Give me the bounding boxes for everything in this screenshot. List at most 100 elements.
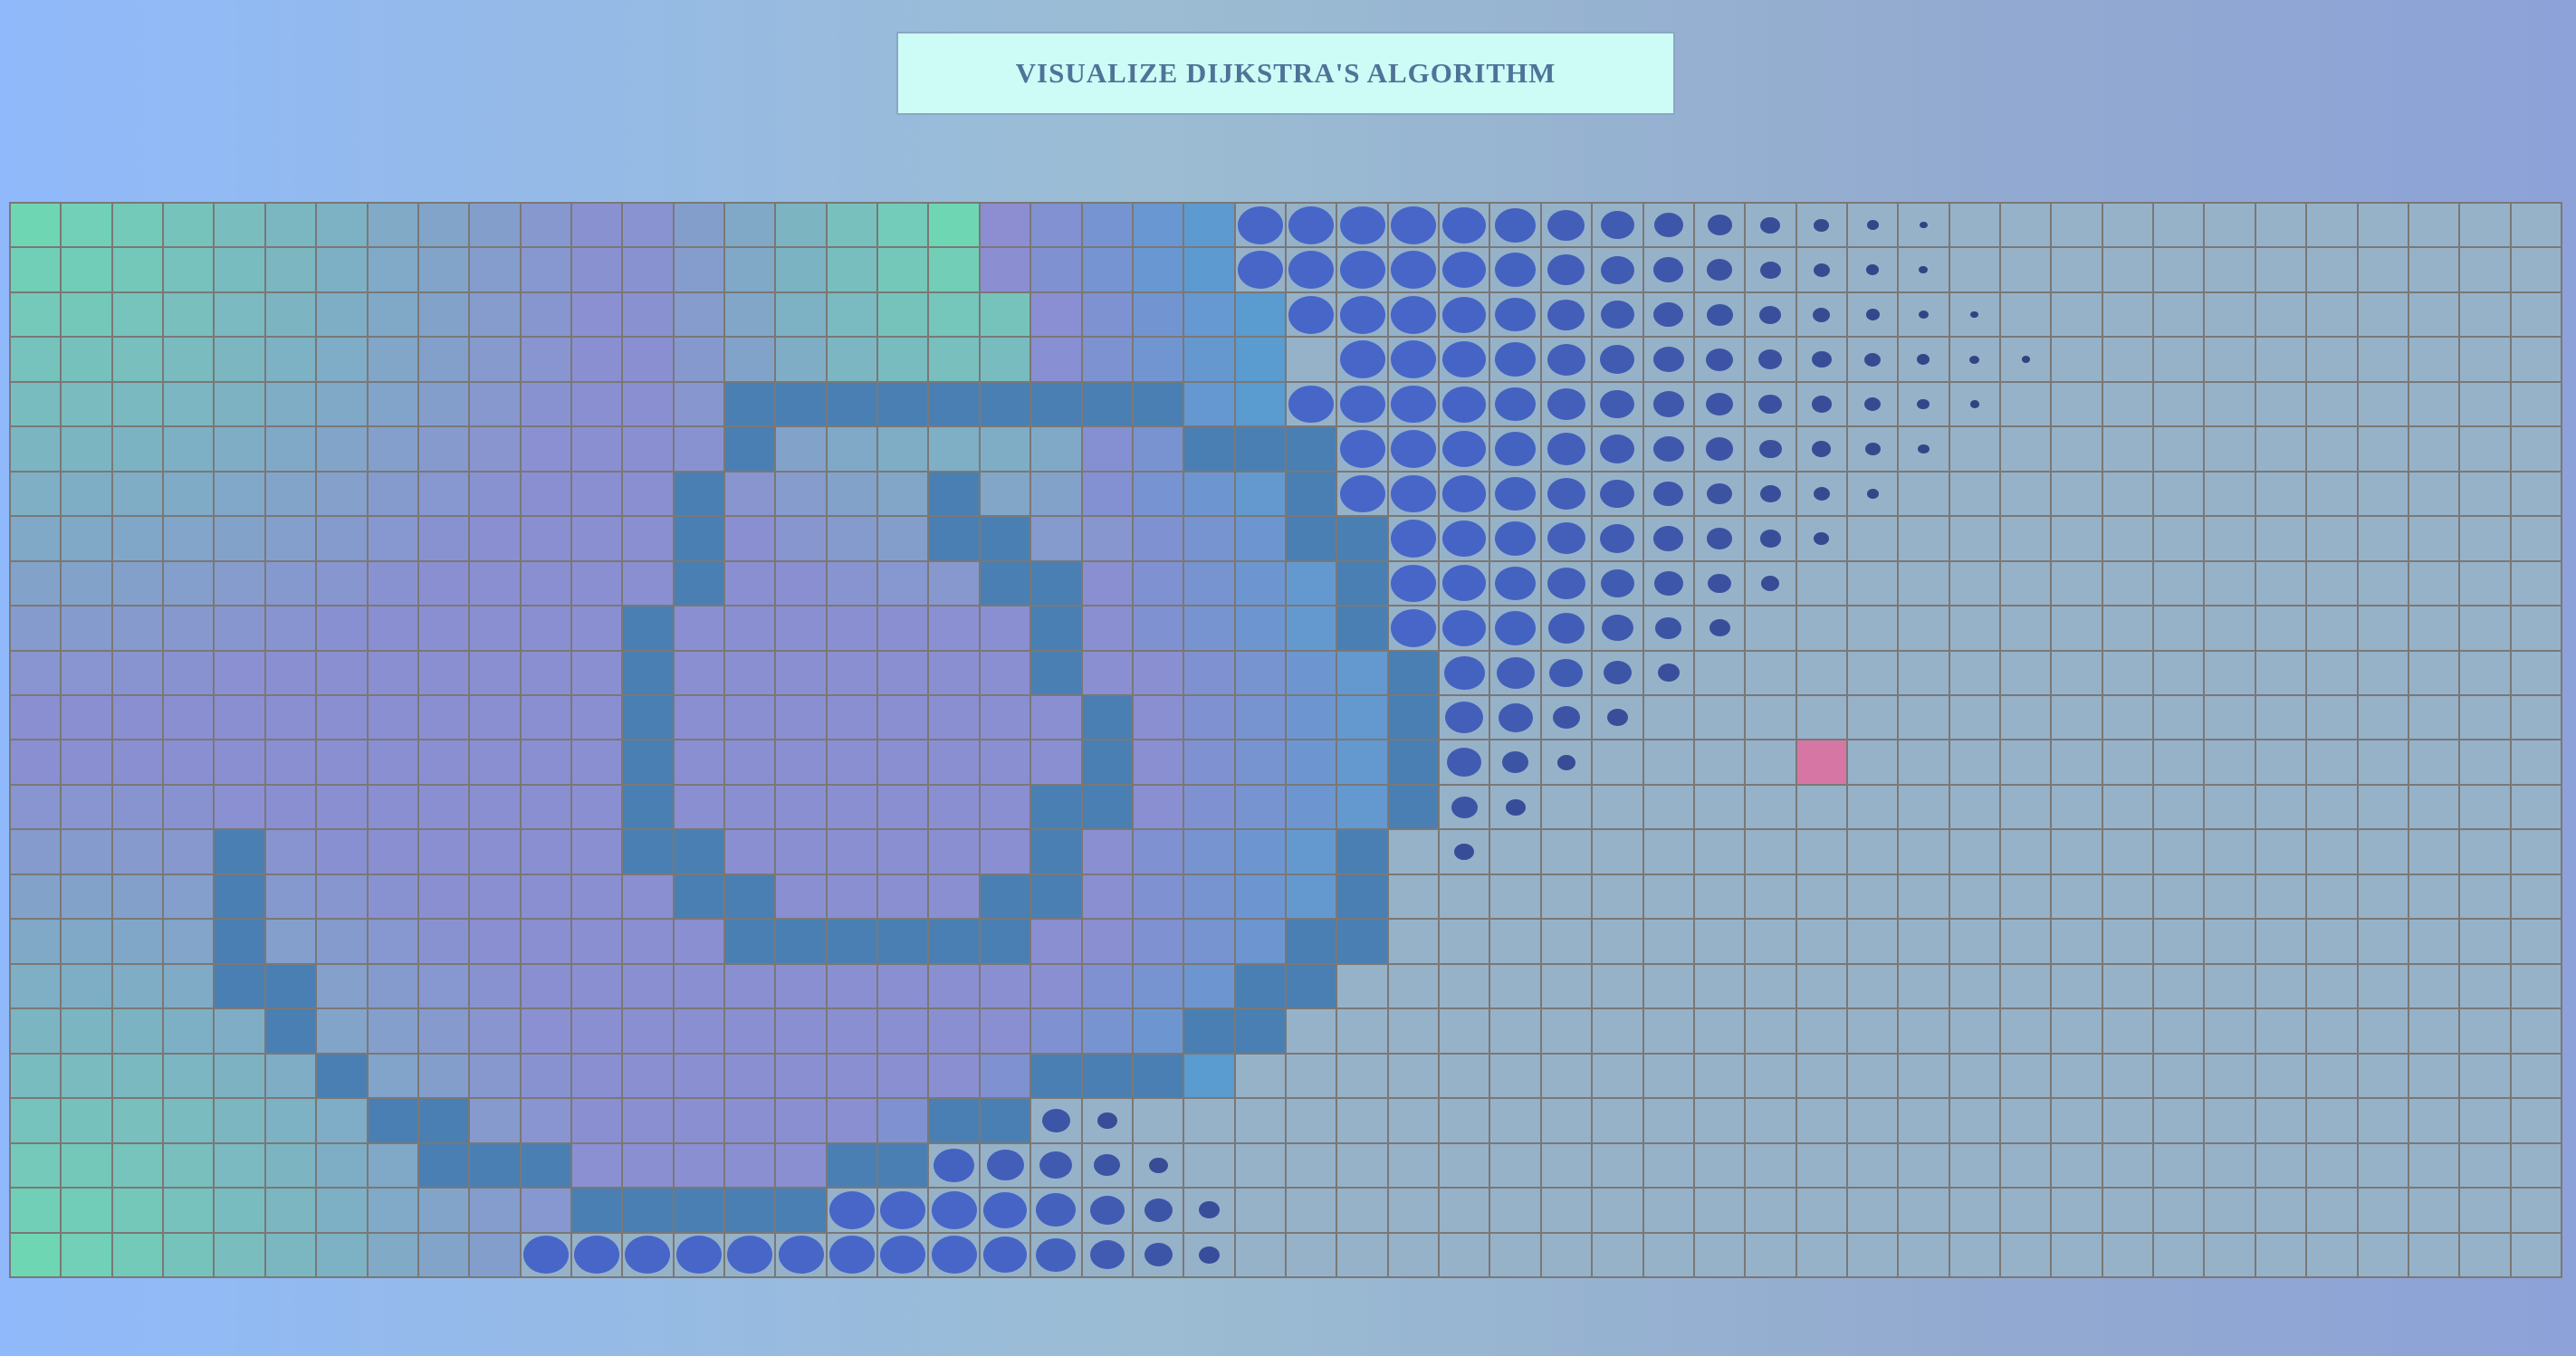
empty-cell[interactable] xyxy=(2154,1054,2204,1098)
empty-cell[interactable] xyxy=(2154,561,2204,606)
empty-cell[interactable] xyxy=(2511,1189,2561,1232)
empty-cell[interactable] xyxy=(2460,338,2510,381)
frontier-cell[interactable] xyxy=(1337,472,1387,516)
empty-cell[interactable] xyxy=(1694,874,1745,919)
empty-cell[interactable] xyxy=(1694,1143,1745,1188)
empty-cell[interactable] xyxy=(2255,427,2306,471)
frontier-cell[interactable] xyxy=(1184,1189,1234,1232)
frontier-cell[interactable] xyxy=(1746,517,1796,560)
empty-cell[interactable] xyxy=(2358,651,2408,695)
visited-cell[interactable] xyxy=(265,1054,316,1098)
empty-cell[interactable] xyxy=(1899,1054,1949,1098)
frontier-cell[interactable] xyxy=(1031,1233,1081,1276)
empty-cell[interactable] xyxy=(2408,517,2459,560)
empty-cell[interactable] xyxy=(2460,920,2510,963)
frontier-cell[interactable] xyxy=(1593,248,1642,291)
empty-cell[interactable] xyxy=(2511,1233,2561,1276)
visited-cell[interactable] xyxy=(1184,696,1234,740)
wall-cell[interactable] xyxy=(1031,382,1081,426)
visited-cell[interactable] xyxy=(674,651,724,695)
empty-cell[interactable] xyxy=(1388,1009,1439,1053)
frontier-cell[interactable] xyxy=(1593,338,1642,381)
visited-cell[interactable] xyxy=(265,517,316,560)
visited-cell[interactable] xyxy=(215,1143,264,1188)
visited-cell[interactable] xyxy=(980,1054,1030,1098)
wall-cell[interactable] xyxy=(215,964,264,1008)
visited-cell[interactable] xyxy=(1082,920,1132,963)
visited-cell[interactable] xyxy=(571,1143,622,1188)
visited-cell[interactable] xyxy=(112,785,163,829)
visited-cell[interactable] xyxy=(62,248,111,291)
visited-cell[interactable] xyxy=(368,651,417,695)
empty-cell[interactable] xyxy=(2154,248,2204,291)
visited-cell[interactable] xyxy=(112,1233,163,1276)
empty-cell[interactable] xyxy=(2408,1143,2459,1188)
visited-cell[interactable] xyxy=(11,1233,61,1276)
frontier-cell[interactable] xyxy=(1899,204,1949,247)
frontier-cell[interactable] xyxy=(1082,1189,1132,1232)
frontier-cell[interactable] xyxy=(1593,696,1642,740)
visited-cell[interactable] xyxy=(674,920,724,963)
empty-cell[interactable] xyxy=(1847,1233,1898,1276)
visited-cell[interactable] xyxy=(470,1099,520,1142)
visited-cell[interactable] xyxy=(418,338,469,381)
empty-cell[interactable] xyxy=(2001,1009,2051,1053)
empty-cell[interactable] xyxy=(1287,1054,1336,1098)
frontier-cell[interactable] xyxy=(1235,204,1285,247)
visited-cell[interactable] xyxy=(827,248,877,291)
visited-cell[interactable] xyxy=(215,785,264,829)
frontier-cell[interactable] xyxy=(1541,338,1592,381)
empty-cell[interactable] xyxy=(1593,1099,1642,1142)
visited-cell[interactable] xyxy=(368,427,417,471)
empty-cell[interactable] xyxy=(2460,740,2510,784)
wall-cell[interactable] xyxy=(1031,785,1081,829)
visited-cell[interactable] xyxy=(776,1009,826,1053)
empty-cell[interactable] xyxy=(1337,1189,1387,1232)
empty-cell[interactable] xyxy=(2255,830,2306,874)
visited-cell[interactable] xyxy=(776,427,826,471)
visited-cell[interactable] xyxy=(112,830,163,874)
empty-cell[interactable] xyxy=(1337,1233,1387,1276)
wall-cell[interactable] xyxy=(1337,561,1387,606)
visited-cell[interactable] xyxy=(980,1009,1030,1053)
empty-cell[interactable] xyxy=(2102,248,2153,291)
visited-cell[interactable] xyxy=(164,292,214,337)
empty-cell[interactable] xyxy=(1287,1009,1336,1053)
visited-cell[interactable] xyxy=(11,606,61,650)
empty-cell[interactable] xyxy=(2205,1143,2255,1188)
visited-cell[interactable] xyxy=(112,920,163,963)
empty-cell[interactable] xyxy=(2052,1009,2102,1053)
visited-cell[interactable] xyxy=(368,1233,417,1276)
visited-cell[interactable] xyxy=(776,248,826,291)
empty-cell[interactable] xyxy=(2102,427,2153,471)
frontier-cell[interactable] xyxy=(1440,292,1489,337)
visited-cell[interactable] xyxy=(827,696,877,740)
visited-cell[interactable] xyxy=(980,292,1030,337)
visited-cell[interactable] xyxy=(1133,1009,1183,1053)
wall-cell[interactable] xyxy=(980,874,1030,919)
empty-cell[interactable] xyxy=(2052,830,2102,874)
frontier-cell[interactable] xyxy=(1746,248,1796,291)
empty-cell[interactable] xyxy=(2154,1099,2204,1142)
empty-cell[interactable] xyxy=(1949,920,2000,963)
frontier-cell[interactable] xyxy=(1133,1233,1183,1276)
empty-cell[interactable] xyxy=(2154,427,2204,471)
visited-cell[interactable] xyxy=(164,1054,214,1098)
visited-cell[interactable] xyxy=(265,606,316,650)
frontier-cell[interactable] xyxy=(1899,248,1949,291)
visited-cell[interactable] xyxy=(215,1233,264,1276)
empty-cell[interactable] xyxy=(2511,382,2561,426)
empty-cell[interactable] xyxy=(1949,248,2000,291)
empty-cell[interactable] xyxy=(2205,427,2255,471)
visited-cell[interactable] xyxy=(368,382,417,426)
visited-cell[interactable] xyxy=(623,1143,673,1188)
empty-cell[interactable] xyxy=(1899,561,1949,606)
empty-cell[interactable] xyxy=(2102,1054,2153,1098)
visited-cell[interactable] xyxy=(1133,920,1183,963)
visited-cell[interactable] xyxy=(1031,696,1081,740)
empty-cell[interactable] xyxy=(2408,1233,2459,1276)
empty-cell[interactable] xyxy=(2205,338,2255,381)
visited-cell[interactable] xyxy=(1235,874,1285,919)
visited-cell[interactable] xyxy=(1235,472,1285,516)
visited-cell[interactable] xyxy=(317,472,367,516)
